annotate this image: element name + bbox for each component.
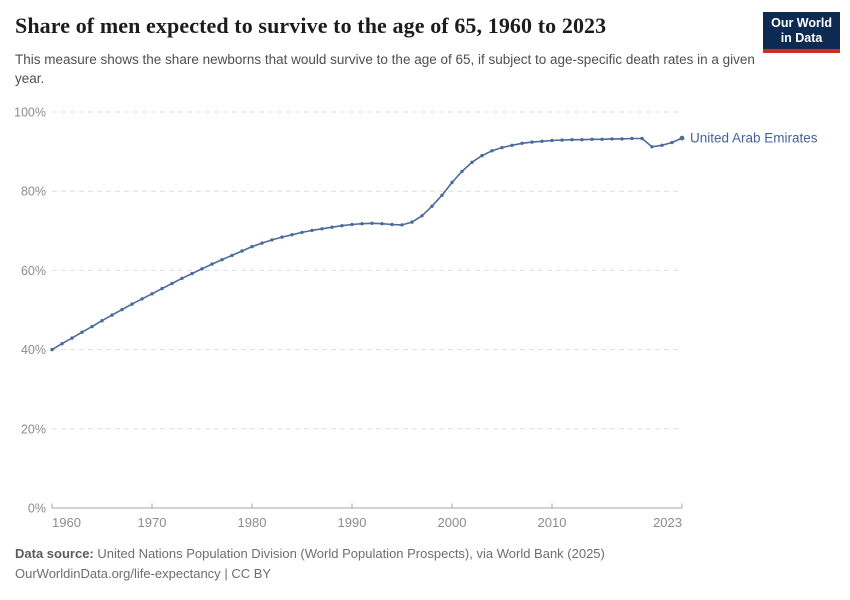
data-point[interactable] bbox=[300, 230, 304, 235]
data-point[interactable] bbox=[420, 214, 424, 218]
data-line[interactable] bbox=[51, 137, 683, 351]
data-point[interactable] bbox=[430, 204, 434, 208]
x-tick-label: 2000 bbox=[438, 515, 467, 530]
data-point[interactable] bbox=[550, 138, 554, 143]
y-tick-label: 60% bbox=[21, 264, 46, 278]
data-point[interactable] bbox=[340, 224, 344, 228]
data-point[interactable] bbox=[190, 271, 194, 276]
data-point[interactable] bbox=[390, 222, 394, 227]
data-point[interactable] bbox=[470, 160, 474, 164]
data-point[interactable] bbox=[520, 141, 524, 145]
data-point[interactable] bbox=[350, 222, 354, 227]
data-point[interactable] bbox=[660, 143, 664, 147]
data-point[interactable] bbox=[380, 222, 384, 226]
data-point[interactable] bbox=[330, 225, 334, 229]
data-source-label: Data source: bbox=[15, 546, 94, 561]
data-point[interactable] bbox=[650, 145, 654, 149]
chart-subtitle: This measure shows the share newborns th… bbox=[15, 52, 755, 86]
license-text: CC BY bbox=[231, 566, 272, 581]
data-point[interactable] bbox=[590, 137, 594, 141]
data-point[interactable] bbox=[440, 193, 444, 197]
line-end-dot[interactable] bbox=[679, 135, 685, 141]
data-point[interactable] bbox=[100, 319, 104, 323]
data-point[interactable] bbox=[370, 221, 374, 225]
data-point[interactable] bbox=[580, 138, 584, 142]
data-point[interactable] bbox=[540, 139, 544, 143]
data-source-line: Data source: United Nations Population D… bbox=[15, 544, 835, 564]
data-point[interactable] bbox=[50, 347, 54, 352]
data-point[interactable] bbox=[220, 258, 224, 262]
data-point[interactable] bbox=[460, 169, 464, 174]
x-tick-label: 2010 bbox=[538, 515, 567, 530]
data-point[interactable] bbox=[290, 233, 294, 237]
data-point[interactable] bbox=[210, 262, 214, 266]
logo-line1: Our World bbox=[771, 16, 832, 30]
data-point[interactable] bbox=[230, 253, 234, 258]
owid-logo[interactable]: Our World in Data bbox=[763, 12, 840, 53]
owid-link[interactable]: OurWorldinData.org/life-expectancy bbox=[15, 566, 221, 581]
x-tick-label: 1990 bbox=[338, 515, 367, 530]
data-point[interactable] bbox=[280, 235, 284, 239]
data-point[interactable] bbox=[140, 297, 144, 301]
data-point[interactable] bbox=[490, 149, 494, 153]
y-tick-label: 80% bbox=[21, 185, 46, 199]
data-point[interactable] bbox=[560, 138, 564, 142]
x-tick-label: 1970 bbox=[138, 515, 167, 530]
divider: | bbox=[224, 566, 228, 581]
data-point[interactable] bbox=[630, 136, 634, 141]
data-point[interactable] bbox=[640, 136, 644, 141]
data-point[interactable] bbox=[530, 140, 534, 144]
logo-line2: in Data bbox=[780, 31, 823, 45]
data-point[interactable] bbox=[160, 286, 164, 291]
data-point[interactable] bbox=[90, 324, 94, 329]
data-point[interactable] bbox=[270, 238, 274, 242]
data-point[interactable] bbox=[80, 330, 84, 334]
data-point[interactable] bbox=[250, 244, 254, 249]
data-point[interactable] bbox=[600, 137, 604, 141]
data-point[interactable] bbox=[450, 180, 454, 185]
data-point[interactable] bbox=[610, 137, 614, 141]
data-point[interactable] bbox=[130, 302, 134, 306]
y-tick-label: 40% bbox=[21, 343, 46, 357]
page-title: Share of men expected to survive to the … bbox=[15, 13, 607, 38]
x-tick-label: 1960 bbox=[52, 515, 81, 530]
y-tick-label: 20% bbox=[21, 422, 46, 436]
data-point[interactable] bbox=[400, 223, 404, 227]
y-tick-label: 0% bbox=[28, 502, 46, 516]
x-tick-label: 2023 bbox=[653, 515, 682, 530]
data-point[interactable] bbox=[320, 227, 324, 231]
data-point[interactable] bbox=[570, 138, 574, 142]
entity-label[interactable]: United Arab Emirates bbox=[690, 131, 818, 146]
data-point[interactable] bbox=[260, 241, 264, 245]
data-point[interactable] bbox=[110, 313, 114, 317]
data-point[interactable] bbox=[620, 137, 624, 141]
data-point[interactable] bbox=[410, 220, 414, 224]
y-tick-label: 100% bbox=[14, 106, 46, 120]
data-point[interactable] bbox=[310, 228, 314, 233]
data-point[interactable] bbox=[480, 153, 484, 158]
data-point[interactable] bbox=[120, 307, 124, 312]
data-source-text: United Nations Population Division (Worl… bbox=[97, 546, 605, 561]
chart-footer: Data source: United Nations Population D… bbox=[15, 544, 835, 584]
data-point[interactable] bbox=[150, 292, 154, 296]
data-point[interactable] bbox=[200, 267, 204, 271]
data-point[interactable] bbox=[180, 276, 184, 280]
data-point[interactable] bbox=[170, 281, 174, 286]
license-line: OurWorldinData.org/life-expectancy | CC … bbox=[15, 564, 835, 584]
data-point[interactable] bbox=[510, 143, 514, 147]
x-tick-label: 1980 bbox=[238, 515, 267, 530]
data-point[interactable] bbox=[70, 336, 74, 340]
data-point[interactable] bbox=[500, 145, 504, 150]
data-point[interactable] bbox=[360, 222, 364, 226]
data-point[interactable] bbox=[60, 342, 64, 346]
data-point[interactable] bbox=[670, 140, 674, 145]
data-point[interactable] bbox=[240, 249, 244, 253]
